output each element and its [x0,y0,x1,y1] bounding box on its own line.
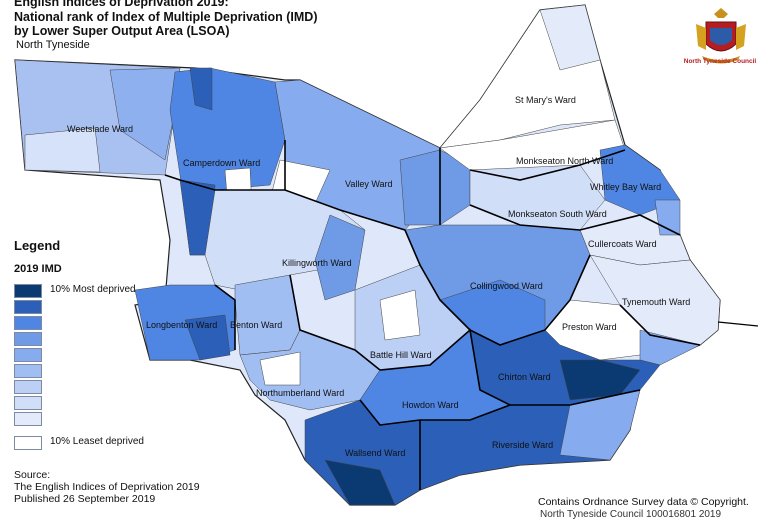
copyright-note: Contains Ordnance Survey data © Copyrigh… [538,496,749,508]
ward-area-camperdown-dark [189,67,213,111]
ward-label-killingworth: Killingworth Ward [282,258,352,268]
copyright-note-partial: North Tyneside Council 100016801 2019 [540,509,722,520]
legend-swatch [14,412,42,426]
ward-area-northumberland-white [259,351,301,386]
council-name: North Tyneside Council [683,58,757,65]
ward-labels: Weetslade Ward Camperdown Ward Valley Wa… [67,95,690,458]
ward-label-st-marys: St Mary's Ward [515,95,576,105]
ward-area-battle-hill-white [379,289,421,341]
ward-boundaries [164,140,701,490]
ward-area-killingworth-mid [314,214,366,301]
ward-area-weetslade-south [24,127,101,173]
ward-area-weetslade-east [109,67,181,161]
ward-label-battle-hill: Battle Hill Ward [370,350,432,360]
ward-label-tynemouth: Tynemouth Ward [622,297,690,307]
ward-label-collingwood: Collingwood Ward [470,281,543,291]
legend-subheading: 2019 IMD [14,263,62,275]
source-note: Source: The English Indices of Deprivati… [14,469,200,505]
ward-area-chirton-darkest [559,359,641,401]
legend-swatch [14,396,42,410]
legend-swatch [14,436,42,450]
river-line [717,321,759,327]
ward-label-chirton: Chirton Ward [498,372,551,382]
ward-label-monkseaton-north: Monkseaton North Ward [516,156,613,166]
source-line-2: The English Indices of Deprivation 2019 [14,481,200,493]
legend-swatch [14,284,42,298]
title-line-3: by Lower Super Output Area (LSOA) [14,24,230,38]
legend-heading: Legend [14,238,61,253]
legend-label: 10% Leaset deprived [50,436,144,447]
ward-label-valley: Valley Ward [345,179,393,189]
title-line-1: English Indices of Deprivation 2019: [14,0,229,9]
legend-swatch [14,380,42,394]
legend-swatch [14,300,42,314]
legend-label: 10% Most deprived [50,284,136,295]
ward-area-benton [234,274,301,356]
legend-swatch [14,364,42,378]
ward-area-wallsend-darkest [324,459,396,506]
ward-area-longbenton-dark [184,314,231,361]
map-subtitle: North Tyneside [16,39,90,51]
map-title: English Indices of Deprivation 2019: Nat… [14,0,534,39]
ward-area-st-marys-tint [539,4,601,71]
source-line-3: Published 26 September 2019 [14,493,156,505]
ward-label-preston: Preston Ward [562,322,617,332]
ward-label-camperdown: Camperdown Ward [183,158,260,168]
ward-label-northumberland: Northumberland Ward [256,388,344,398]
legend-swatch [14,348,42,362]
ward-label-longbenton: Longbenton Ward [146,320,217,330]
ward-label-wallsend: Wallsend Ward [345,448,405,458]
legend-swatch [14,316,42,330]
ward-label-cullercoats: Cullercoats Ward [588,239,657,249]
ward-label-weetslade: Weetslade Ward [67,124,133,134]
council-crest-logo [696,8,746,64]
source-line-1: Source: [14,469,51,481]
ward-label-benton: Benton Ward [230,320,282,330]
ward-label-howdon: Howdon Ward [402,400,459,410]
ward-label-monkseaton-south: Monkseaton South Ward [508,209,607,219]
ward-label-whitley-bay: Whitley Bay Ward [590,182,661,192]
legend-swatch [14,332,42,346]
ward-label-riverside: Riverside Ward [492,440,553,450]
title-line-2: National rank of Index of Multiple Depri… [14,9,318,24]
